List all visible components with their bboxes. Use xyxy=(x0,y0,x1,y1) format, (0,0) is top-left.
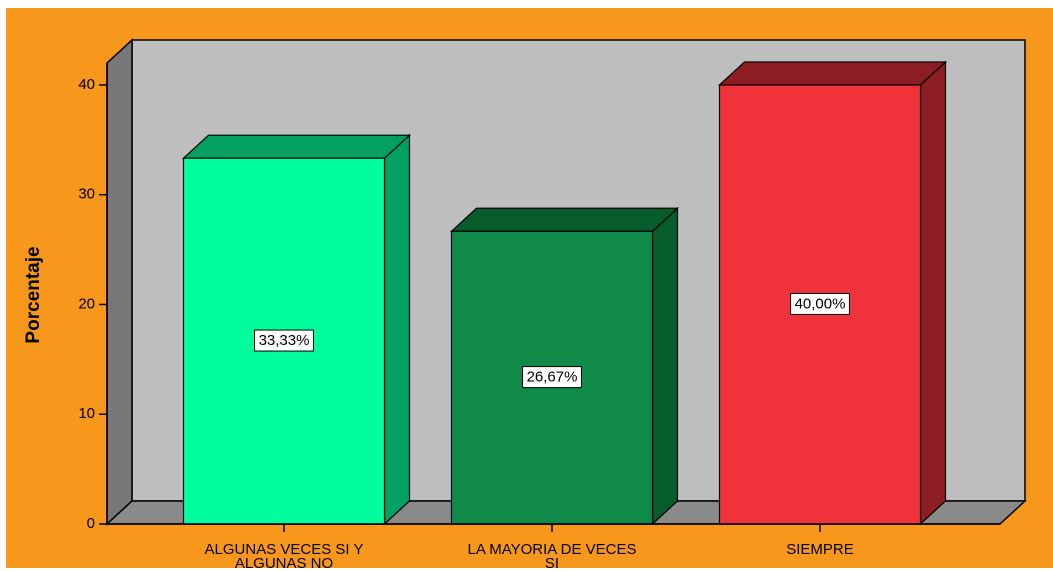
data-label: 33,33% xyxy=(259,332,310,349)
bar-top xyxy=(181,134,412,159)
y-tick-label: 10 xyxy=(78,405,95,422)
y-tick-label: 40 xyxy=(78,76,95,93)
bar-side xyxy=(919,60,947,526)
left-wall xyxy=(106,38,133,526)
x-tick-label: ALGUNAS VECES SI Y ALGUNAS NO xyxy=(205,541,364,571)
bar-top xyxy=(717,61,948,86)
y-tick-label: 0 xyxy=(87,515,95,532)
y-tick-label: 30 xyxy=(78,186,95,203)
data-label: 40,00% xyxy=(795,295,846,312)
x-tick-label: SIEMPRE xyxy=(786,541,854,558)
data-label-box xyxy=(254,329,314,352)
y-axis-label: Porcentaje xyxy=(23,246,44,343)
data-label-box xyxy=(522,366,582,389)
bar-top xyxy=(449,207,680,232)
x-tick-label: LA MAYORIA DE VECES SI xyxy=(468,541,637,571)
data-label-box xyxy=(790,292,850,315)
bar-side xyxy=(651,206,679,526)
data-label: 26,67% xyxy=(527,369,578,386)
y-tick-label: 20 xyxy=(78,295,95,312)
bar-side xyxy=(383,133,411,526)
